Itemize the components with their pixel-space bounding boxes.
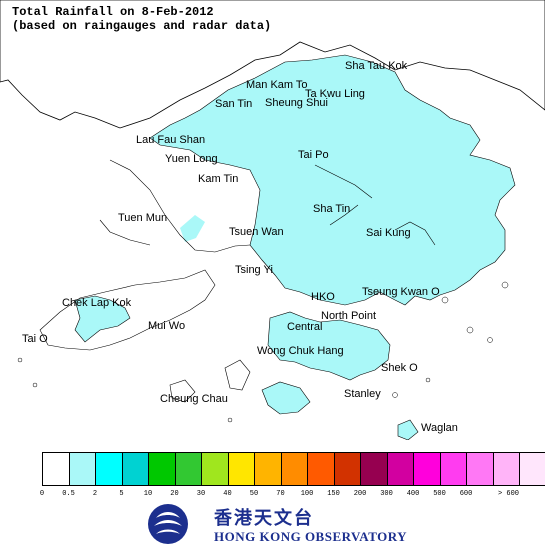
legend-swatch bbox=[492, 452, 520, 486]
rainfall-map bbox=[0, 0, 545, 440]
logo-chinese-text: 香港天文台 bbox=[214, 508, 314, 529]
legend-swatch bbox=[174, 452, 202, 486]
place-label-hko: HKO bbox=[311, 291, 335, 303]
place-label-stanley: Stanley bbox=[344, 388, 381, 400]
legend-swatch bbox=[466, 452, 494, 486]
legend-swatch bbox=[201, 452, 229, 486]
legend-swatch bbox=[439, 452, 467, 486]
place-label-sha-tau-kok: Sha Tau Kok bbox=[345, 60, 408, 72]
legend-swatch bbox=[148, 452, 176, 486]
legend-swatch bbox=[280, 452, 308, 486]
legend-swatch bbox=[519, 452, 545, 486]
place-label-yuen-long: Yuen Long bbox=[165, 153, 218, 165]
place-label-north-point: North Point bbox=[321, 310, 377, 322]
logo-english-text: HONG KONG OBSERVATORY bbox=[214, 529, 408, 544]
rain-area-east-islet bbox=[397, 419, 419, 440]
place-label-sai-kung: Sai Kung bbox=[366, 227, 411, 239]
place-label-kam-tin: Kam Tin bbox=[198, 173, 239, 185]
legend-label: 40 bbox=[223, 490, 232, 498]
place-label-san-tin: San Tin bbox=[215, 98, 253, 110]
place-label-waglan: Waglan bbox=[421, 422, 458, 434]
rain-area-north-east bbox=[149, 54, 516, 306]
place-label-central: Central bbox=[287, 321, 323, 333]
map-subtitle: (based on raingauges and radar data) bbox=[12, 19, 272, 33]
lantau-outline bbox=[39, 269, 216, 351]
legend-swatch bbox=[254, 452, 282, 486]
legend-label: 500 bbox=[433, 490, 446, 498]
hko-logo-icon bbox=[148, 504, 188, 544]
legend-label: 0.5 bbox=[62, 490, 75, 498]
legend-label: 70 bbox=[276, 490, 285, 498]
map-title: Total Rainfall on 8-Feb-2012 bbox=[12, 5, 214, 19]
place-label-man-kam-to: Man Kam To bbox=[246, 79, 308, 91]
place-label-lau-fau-shan: Lau Fau Shan bbox=[136, 134, 206, 146]
legend-label: 200 bbox=[353, 490, 367, 498]
legend-label: 100 bbox=[300, 490, 314, 498]
legend-label: 600 bbox=[459, 490, 473, 498]
legend-label: 10 bbox=[143, 490, 153, 498]
islets bbox=[17, 281, 509, 423]
legend-label: 400 bbox=[406, 490, 420, 498]
place-label-sha-tin: Sha Tin bbox=[313, 203, 351, 215]
legend-swatch bbox=[121, 452, 149, 486]
tolo-channel bbox=[314, 164, 436, 246]
legend-label: 300 bbox=[380, 490, 393, 498]
legend-swatch bbox=[68, 452, 96, 486]
legend-swatch bbox=[227, 452, 255, 486]
legend-label: 0 bbox=[39, 490, 45, 498]
place-label-tai-o: Tai O bbox=[22, 333, 48, 345]
legend-swatch bbox=[386, 452, 414, 486]
place-label-sheung-shui: Sheung Shui bbox=[265, 97, 328, 109]
legend-label: 30 bbox=[196, 490, 206, 498]
legend-label: 2 bbox=[92, 490, 98, 498]
rain-area-island bbox=[267, 311, 391, 381]
place-label-wong-chuk-hang: Wong Chuk Hang bbox=[257, 345, 344, 357]
place-label-shek-o: Shek O bbox=[381, 362, 418, 374]
legend-label: > 600 bbox=[497, 490, 520, 498]
south-islands bbox=[169, 359, 251, 403]
place-label-ta-kwu-ling: Ta Kwu Ling bbox=[305, 88, 365, 100]
place-label-tsing-yi: Tsing Yi bbox=[235, 264, 273, 276]
legend-swatch bbox=[333, 452, 361, 486]
legend-swatch bbox=[42, 452, 70, 486]
place-label-tseung-kwan-o: Tseung Kwan O bbox=[362, 286, 440, 298]
legend-label: 20 bbox=[170, 490, 179, 498]
place-label-cheung-chau: Cheung Chau bbox=[160, 393, 228, 405]
place-label-mui-wo: Mui Wo bbox=[148, 320, 186, 332]
place-label-chek-lap-kok: Chek Lap Kok bbox=[62, 297, 132, 309]
place-label-tuen-mun: Tuen Mun bbox=[118, 212, 168, 224]
place-label-tai-po: Tai Po bbox=[298, 149, 329, 161]
rain-area-tuen-mun bbox=[180, 215, 205, 242]
legend-swatch bbox=[307, 452, 335, 486]
mainland-land bbox=[0, 0, 545, 129]
legend-swatch bbox=[413, 452, 441, 486]
rain-area-lantau bbox=[74, 295, 131, 343]
legend-swatch bbox=[95, 452, 123, 486]
west-land bbox=[99, 159, 251, 253]
legend-label: 50 bbox=[249, 490, 259, 498]
rain-area-south bbox=[261, 381, 311, 415]
legend-label: 5 bbox=[119, 490, 124, 498]
legend-label: 150 bbox=[327, 490, 340, 498]
place-label-tsuen-wan: Tsuen Wan bbox=[229, 226, 284, 238]
legend-swatch bbox=[360, 452, 388, 486]
